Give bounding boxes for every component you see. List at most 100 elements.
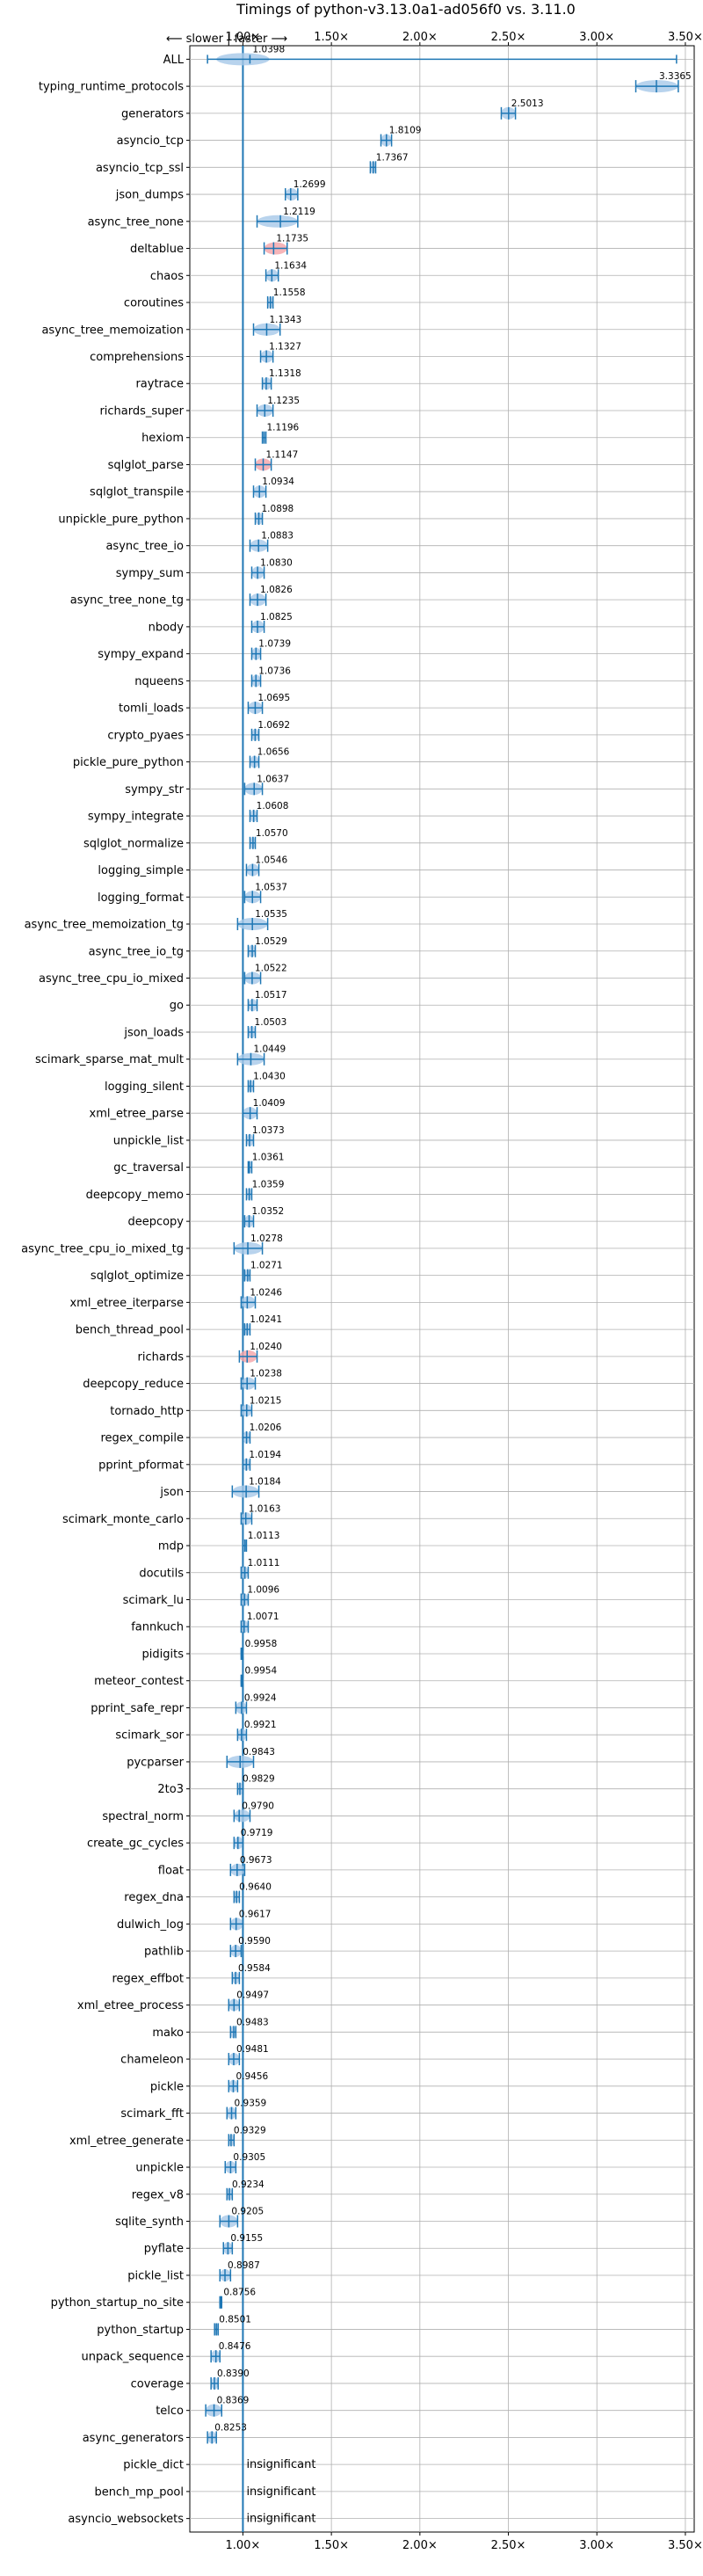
value-label: 1.1343 bbox=[269, 315, 301, 325]
value-label: 0.9921 bbox=[244, 1720, 277, 1730]
value-label: 1.0537 bbox=[255, 882, 287, 892]
y-tick-label: json_dumps bbox=[115, 189, 184, 202]
value-label: 1.1147 bbox=[266, 449, 299, 460]
y-tick-label: spectral_norm bbox=[102, 1810, 184, 1823]
x-tick-label-bottom: 3.50× bbox=[668, 2539, 703, 2552]
y-tick-label: typing_runtime_protocols bbox=[39, 81, 184, 94]
y-tick-label: generators bbox=[121, 107, 184, 120]
value-label: 1.0215 bbox=[250, 1395, 282, 1406]
value-label: 1.1735 bbox=[276, 234, 308, 244]
y-tick-label: regex_v8 bbox=[132, 2188, 184, 2201]
value-label: 0.8501 bbox=[219, 2314, 251, 2325]
value-label: 1.0111 bbox=[248, 1558, 280, 1568]
y-tick-label: telco bbox=[156, 2405, 184, 2418]
value-label: 0.9719 bbox=[241, 1828, 273, 1838]
value-label: 1.0529 bbox=[255, 936, 287, 947]
y-tick-label: dulwich_log bbox=[117, 1918, 184, 1932]
y-tick-label: sqlglot_normalize bbox=[83, 837, 184, 850]
y-tick-label: unpickle_pure_python bbox=[58, 513, 184, 526]
value-label: 1.0238 bbox=[250, 1369, 282, 1379]
chart-title: Timings of python-v3.13.0a1-ad056f0 vs. … bbox=[236, 1, 576, 18]
value-label: 1.0373 bbox=[252, 1125, 285, 1136]
value-label: 1.0359 bbox=[252, 1179, 285, 1190]
y-tick-label: pickle_dict bbox=[123, 2459, 184, 2472]
value-label: 1.0409 bbox=[253, 1098, 286, 1109]
value-label: 1.2119 bbox=[283, 207, 315, 217]
y-tick-label: async_tree_io bbox=[105, 540, 184, 553]
y-tick-label: tornado_http bbox=[110, 1405, 184, 1418]
value-label: 1.0522 bbox=[255, 964, 287, 974]
y-tick-label: sympy_expand bbox=[98, 648, 184, 661]
x-tick-label-top: 1.50× bbox=[314, 31, 349, 44]
value-label: 2.5013 bbox=[511, 98, 544, 109]
y-tick-label: hexiom bbox=[141, 432, 184, 445]
value-label: 0.9829 bbox=[243, 1774, 275, 1785]
value-label: 0.9590 bbox=[238, 1936, 271, 1947]
value-label: 1.0352 bbox=[252, 1206, 285, 1217]
value-label: 1.1318 bbox=[269, 368, 301, 379]
y-tick-label: pyflate bbox=[144, 2243, 184, 2256]
value-label: 0.9673 bbox=[240, 1855, 272, 1866]
value-label: 1.1235 bbox=[267, 396, 300, 406]
y-tick-label: sympy_sum bbox=[116, 567, 184, 580]
value-label: 1.0934 bbox=[262, 477, 294, 487]
value-label: 1.0656 bbox=[257, 747, 290, 758]
y-tick-label: sqlglot_parse bbox=[108, 459, 184, 472]
y-tick-label: unpickle bbox=[135, 2162, 184, 2175]
value-label: 1.0163 bbox=[249, 1503, 281, 1514]
y-tick-label: mdp bbox=[158, 1540, 184, 1554]
x-tick-label-top: 2.50× bbox=[491, 31, 526, 44]
value-label: 0.9790 bbox=[242, 1801, 274, 1811]
value-label: 1.1327 bbox=[269, 342, 301, 353]
value-label: 1.0503 bbox=[255, 1017, 287, 1028]
y-tick-label: meteor_contest bbox=[94, 1675, 184, 1688]
x-tick-label-bottom: 2.50× bbox=[491, 2539, 526, 2552]
y-tick-label: regex_effbot bbox=[112, 1972, 184, 1985]
y-tick-label: 2to3 bbox=[157, 1783, 184, 1796]
value-label: 1.0736 bbox=[258, 666, 291, 676]
y-tick-label: sympy_str bbox=[125, 783, 184, 797]
value-label: 3.3365 bbox=[659, 71, 692, 82]
y-tick-label: async_tree_none bbox=[88, 215, 184, 229]
y-tick-label: go bbox=[170, 1000, 184, 1013]
value-label: 1.0096 bbox=[247, 1585, 279, 1596]
x-tick-label-top: 3.50× bbox=[668, 31, 703, 44]
value-label: 1.7367 bbox=[376, 152, 409, 163]
value-label: 1.0608 bbox=[257, 801, 289, 811]
y-tick-label: scimark_fft bbox=[120, 2107, 184, 2121]
y-tick-label: regex_compile bbox=[100, 1432, 184, 1445]
value-label: 1.1558 bbox=[273, 287, 306, 298]
value-label: 0.9359 bbox=[235, 2099, 267, 2109]
y-tick-label: coverage bbox=[131, 2377, 184, 2390]
value-label: 1.0430 bbox=[253, 1071, 286, 1081]
x-tick-label-bottom: 3.00× bbox=[579, 2539, 614, 2552]
value-label: 0.9481 bbox=[236, 2044, 269, 2055]
insignificant-label: insignificant bbox=[246, 2485, 315, 2499]
value-label: 0.8476 bbox=[219, 2341, 251, 2352]
value-label: 0.9958 bbox=[245, 1639, 278, 1649]
y-tick-label: asyncio_tcp bbox=[117, 135, 184, 148]
insignificant-label: insignificant bbox=[246, 2513, 315, 2526]
y-tick-label: sqlglot_optimize bbox=[91, 1270, 184, 1283]
y-tick-label: crypto_pyaes bbox=[107, 729, 184, 742]
y-tick-label: async_tree_io_tg bbox=[89, 945, 184, 958]
y-tick-label: sqlite_synth bbox=[115, 2216, 184, 2229]
y-tick-label: pathlib bbox=[144, 1946, 184, 1959]
y-tick-label: scimark_lu bbox=[123, 1594, 184, 1607]
y-tick-label: chameleon bbox=[120, 2054, 184, 2067]
value-label: 1.0692 bbox=[257, 720, 290, 731]
direction-hint: ⟵ slower | faster ⟶ bbox=[166, 33, 287, 46]
y-tick-label: chaos bbox=[150, 270, 184, 283]
value-label: 0.9483 bbox=[236, 2017, 269, 2027]
value-label: 1.0695 bbox=[257, 693, 290, 703]
value-label: 0.9205 bbox=[231, 2207, 264, 2217]
y-tick-label: create_gc_cycles bbox=[87, 1837, 184, 1851]
y-tick-label: pickle_list bbox=[127, 2269, 184, 2282]
value-label: 1.0637 bbox=[257, 774, 289, 784]
value-label: 0.9924 bbox=[244, 1692, 277, 1703]
y-tick-label: scimark_monte_carlo bbox=[62, 1513, 184, 1526]
y-tick-label: pickle bbox=[150, 2080, 184, 2093]
x-tick-label-bottom: 2.00× bbox=[402, 2539, 438, 2552]
y-tick-label: bench_thread_pool bbox=[76, 1324, 184, 1337]
y-tick-label: async_tree_cpu_io_mixed_tg bbox=[21, 1242, 184, 1255]
